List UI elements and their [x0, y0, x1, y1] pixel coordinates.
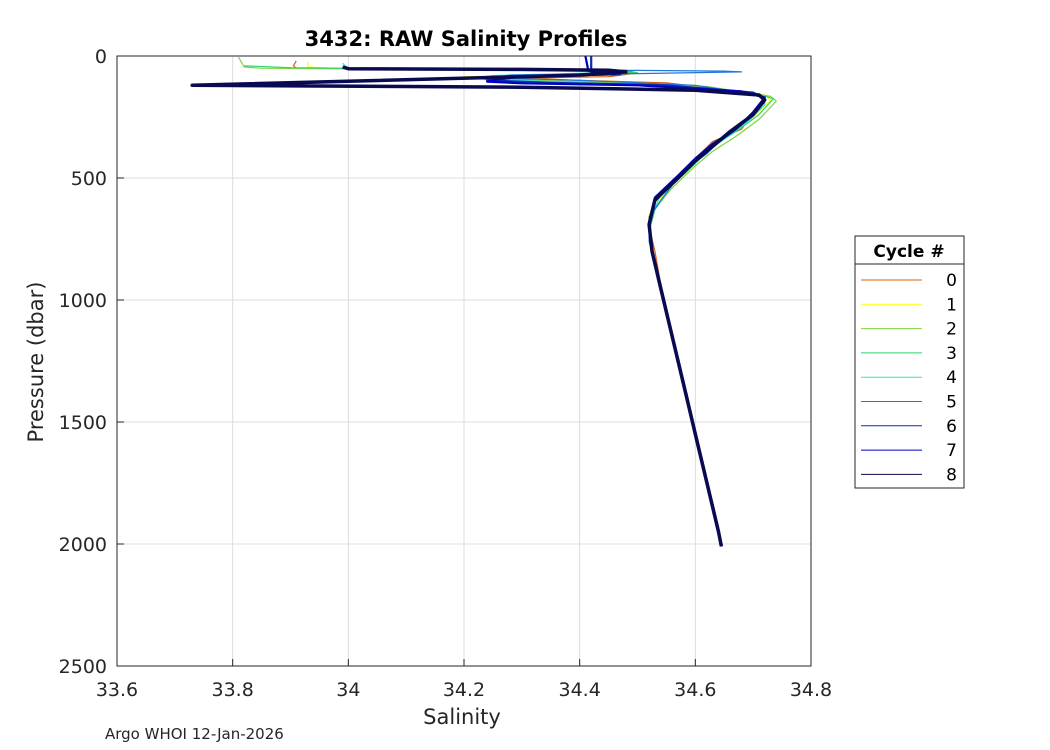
x-tick-label: 34 [336, 679, 360, 701]
x-ticks: 33.6 33.8 34 34.2 34.4 34.6 34.8 [96, 659, 832, 701]
footer-credit: Argo WHOI 12-Jan-2026 [105, 725, 284, 743]
legend-label-cycle-7: 7 [946, 441, 957, 461]
y-tick-label: 1500 [59, 412, 107, 434]
y-tick-label: 500 [71, 168, 107, 190]
x-tick-label: 34.8 [790, 679, 832, 701]
legend: Cycle # 0 1 2 3 4 5 6 7 8 [854, 235, 965, 489]
y-tick-label: 1000 [59, 290, 107, 312]
y-axis-label: Pressure (dbar) [24, 282, 48, 443]
legend-box [854, 235, 965, 489]
legend-label-cycle-8: 8 [946, 465, 957, 485]
legend-label-cycle-1: 1 [946, 295, 957, 315]
legend-label-cycle-0: 0 [946, 271, 957, 291]
y-tick-label: 0 [95, 46, 107, 68]
legend-label-cycle-6: 6 [946, 417, 957, 437]
x-tick-label: 33.6 [96, 679, 138, 701]
x-axis-label: Salinity [423, 705, 501, 729]
legend-label-cycle-5: 5 [946, 393, 957, 413]
y-ticks: 0 500 1000 1500 2000 2500 [59, 46, 124, 678]
legend-items: 0 1 2 3 4 5 6 7 8 [861, 271, 957, 485]
y-tick-label: 2500 [59, 656, 107, 678]
series-line-cycle-0 [292, 60, 766, 547]
series-layer [190, 55, 777, 547]
legend-title: Cycle # [873, 242, 944, 262]
x-tick-label: 33.8 [212, 679, 254, 701]
x-tick-label: 34.2 [443, 679, 485, 701]
series-line-cycle-5 [348, 68, 766, 547]
series-line-cycle-7 [486, 55, 766, 547]
series-line-cycle-8 [190, 65, 767, 547]
series-line-cycle-1 [307, 62, 772, 547]
x-tick-label: 34.6 [674, 679, 716, 701]
chart-title: 3432: RAW Salinity Profiles [305, 27, 628, 51]
legend-label-cycle-4: 4 [946, 368, 957, 388]
x-tick-label: 34.4 [559, 679, 601, 701]
y-tick-label: 2000 [59, 534, 107, 556]
legend-label-cycle-2: 2 [946, 320, 957, 340]
series-line-cycle-6 [486, 56, 766, 547]
legend-label-cycle-3: 3 [946, 344, 957, 364]
series-line-cycle-4 [342, 62, 766, 547]
series-line-cycle-3 [244, 65, 774, 547]
